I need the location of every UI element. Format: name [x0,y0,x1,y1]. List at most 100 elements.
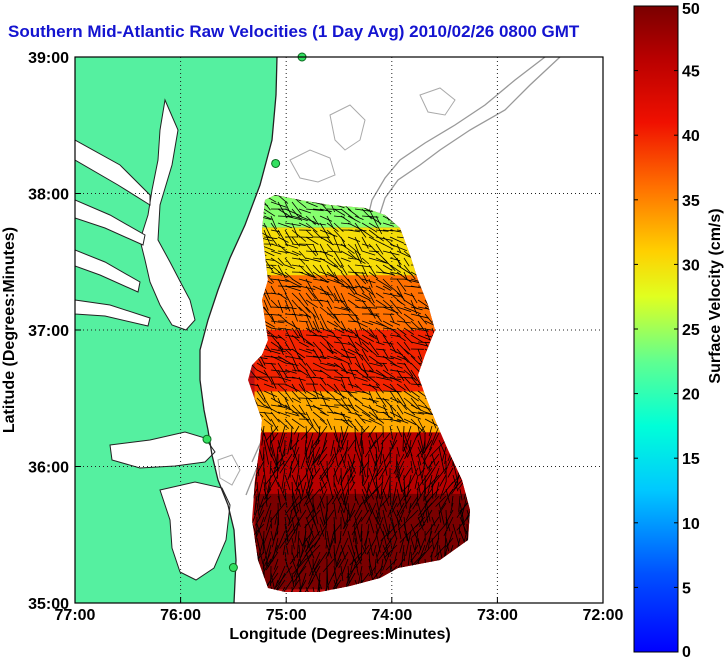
velocity-vector [319,278,329,284]
velocity-vector [368,257,387,264]
velocity-vector [340,509,346,526]
velocity-vector [333,502,337,520]
velocity-vector [269,572,279,585]
velocity-vector [418,467,426,477]
velocity-vector [274,509,279,525]
velocity-vector [398,467,405,481]
velocity-vector [269,432,272,452]
velocity-vector [340,341,350,359]
velocity-vector [347,362,356,380]
velocity-vector [333,306,350,311]
velocity-vector [417,516,424,531]
velocity-vector [361,257,370,265]
velocity-vector [442,481,454,496]
velocity-vector [459,509,466,534]
velocity-vector [333,467,338,482]
velocity-vector [396,404,404,415]
velocity-vector [319,481,324,495]
velocity-vector [263,481,268,507]
velocity-vector [291,495,298,516]
velocity-vector [270,369,290,373]
velocity-vector [360,537,363,562]
velocity-vector [261,425,265,446]
velocity-vector [340,278,356,292]
velocity-vector [404,446,412,460]
velocity-vector [361,481,370,498]
velocity-vector [396,313,406,322]
velocity-vector [417,397,426,405]
velocity-vector [270,313,276,324]
velocity-vector [305,355,320,358]
velocity-vector [311,453,321,467]
velocity-vector [340,467,349,486]
velocity-vector [372,544,377,557]
velocity-vector [333,432,338,443]
velocity-vector [367,425,377,438]
velocity-vector [347,208,359,218]
velocity-vector [418,544,426,561]
velocity-vector [284,243,299,249]
velocity-vector [379,439,384,465]
velocity-vector [333,383,345,400]
velocity-vector [389,313,395,323]
velocity-vector [389,306,398,315]
velocity-vector [312,404,326,415]
velocity-vector [333,523,336,544]
velocity-vector [284,355,303,360]
velocity-vector [403,488,407,504]
velocity-vector [417,348,423,360]
velocity-vector [361,334,374,342]
velocity-vector [263,488,272,500]
velocity-vector [361,271,368,284]
velocity-vector [386,523,398,537]
velocity-vector [325,537,335,560]
velocity-vector [347,215,361,224]
velocity-vector [256,516,265,538]
velocity-vector [382,502,387,512]
velocity-vector [297,453,300,468]
velocity-vector [277,355,293,365]
velocity-vector [347,418,359,432]
velocity-vector [403,257,410,267]
velocity-vector [324,516,328,540]
velocity-vector [298,215,316,223]
velocity-vector [291,348,306,359]
velocity-vector [354,320,368,328]
velocity-vector [263,418,274,427]
velocity-vector [333,488,345,513]
velocity-vector [375,292,384,299]
velocity-vector [375,341,385,346]
velocity-vector [382,488,390,507]
velocity-vector [347,264,358,277]
velocity-vector [400,544,405,568]
velocity-vector [382,523,391,543]
velocity-vector [277,502,280,526]
velocity-vector [313,523,328,548]
velocity-vector [326,348,338,354]
velocity-vector [308,572,314,585]
velocity-vector [361,418,372,423]
velocity-vector [354,327,362,346]
velocity-vector [417,439,424,455]
velocity-vector [318,586,321,592]
velocity-vector [424,502,429,523]
velocity-vector [299,481,307,504]
velocity-vector [319,404,339,408]
velocity-vector [291,264,304,268]
velocity-vector [277,313,287,322]
velocity-vector [340,376,346,389]
velocity-vector [389,355,402,361]
velocity-vector [305,502,316,526]
velocity-vector [452,460,459,483]
velocity-vector [333,208,346,216]
velocity-vector [378,460,391,481]
velocity-vector [300,425,314,440]
velocity-vector [298,362,308,372]
velocity-vector [319,201,332,215]
velocity-vector [368,565,377,577]
velocity-vector [270,278,290,282]
velocity-vector [361,404,378,412]
velocity-vector [326,299,333,310]
velocity-vector [403,530,410,543]
velocity-vector [266,481,272,499]
